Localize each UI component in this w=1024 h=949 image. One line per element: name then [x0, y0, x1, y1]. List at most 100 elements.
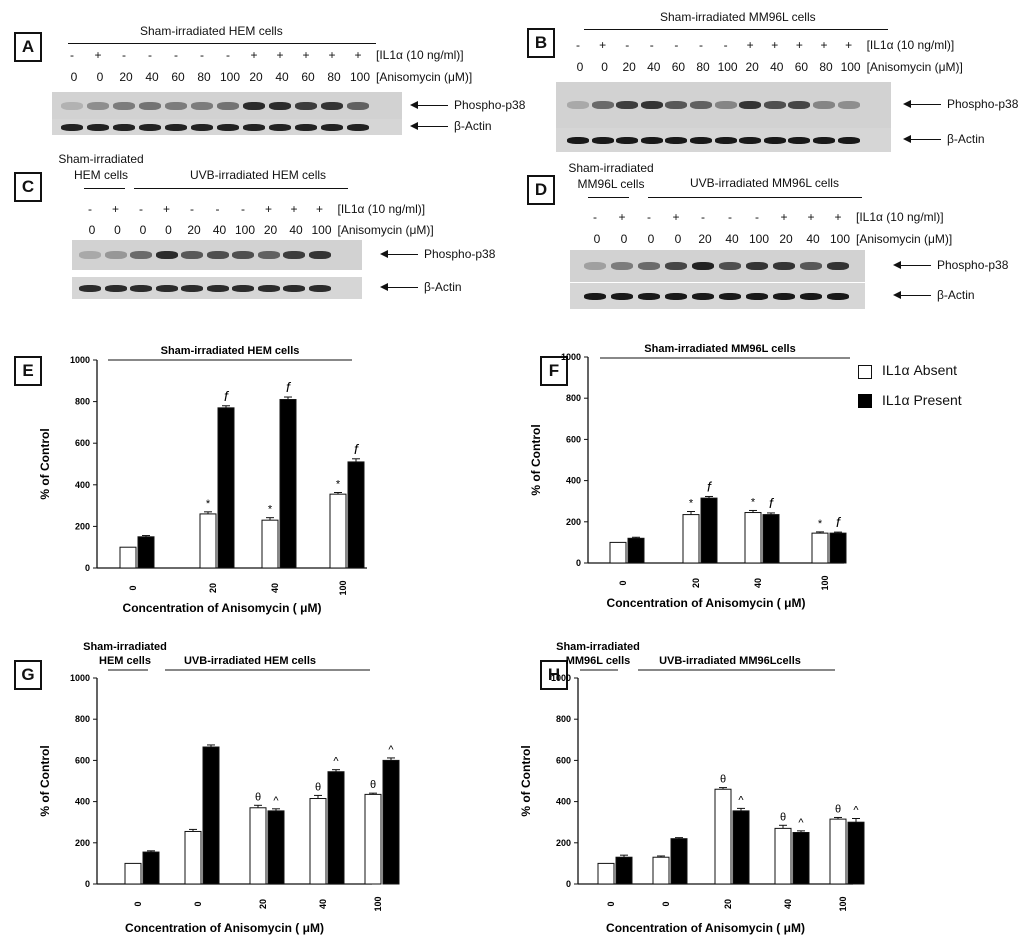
- bar-chart-g: UVB-irradiated HEM cells Sham-irradiated H…: [38, 641, 400, 935]
- anisomycin-lane-value: 100: [748, 232, 770, 246]
- anisomycin-lane-value: 20: [745, 60, 759, 74]
- significance-mark: θ: [720, 774, 726, 786]
- anisomycin-lane-value: 40: [647, 60, 661, 74]
- significance-mark: *: [268, 504, 273, 516]
- x-tick-label: 20: [691, 578, 701, 588]
- x-tick-label: 100: [838, 896, 848, 911]
- legend-label-absent: IL1α Absent: [882, 362, 958, 378]
- il1-lane-symbol: +: [771, 38, 779, 52]
- sham-underline: [588, 197, 629, 198]
- il1-lane-symbol: -: [755, 210, 759, 224]
- actin-band: [295, 124, 317, 131]
- phospho-p38-label-text: Phospho-p38: [424, 247, 496, 261]
- actin-band: [665, 293, 687, 300]
- actin-band: [308, 285, 331, 292]
- il1-lane-symbol: +: [302, 48, 310, 62]
- phospho-band: [591, 101, 614, 109]
- phospho-p38-label-text: Phospho-p38: [947, 97, 1019, 111]
- il1-lane-symbol: +: [618, 210, 626, 224]
- bar-il1-present: [615, 856, 633, 885]
- significance-mark: ^: [798, 817, 804, 829]
- actin-band: [269, 124, 291, 131]
- actin-band: [714, 137, 737, 144]
- chart-title: UVB-irradiated HEM cells: [184, 655, 316, 667]
- x-tick-label: 0: [606, 901, 616, 906]
- phospho-band: [773, 262, 795, 270]
- actin-band: [788, 137, 811, 144]
- anisomycin-lane-value: 0: [593, 232, 601, 246]
- y-tick-label: 1000: [70, 355, 90, 365]
- significance-mark: θ: [835, 803, 841, 815]
- bar-il1-absent: [652, 856, 670, 885]
- actin-band: [181, 285, 203, 292]
- actin-label-text: β-Actin: [947, 132, 985, 146]
- phospho-band: [79, 251, 101, 259]
- y-tick-label: 1000: [561, 352, 581, 362]
- significance-mark: θ: [370, 779, 376, 791]
- il1-lane-symbol: +: [315, 202, 323, 216]
- significance-mark: *: [689, 498, 694, 510]
- il1-row-label: [IL1α (10 ng/ml)]: [866, 38, 955, 52]
- phospho-band: [640, 101, 663, 109]
- anisomycin-lane-value: 0: [88, 223, 96, 237]
- phospho-band: [567, 101, 589, 109]
- group-underline: [134, 188, 348, 189]
- phospho-band: [232, 251, 254, 259]
- x-tick-label: 0: [128, 585, 138, 590]
- left-arrow-icon: [903, 134, 941, 143]
- bar-il1-present: [670, 838, 688, 885]
- anisomycin-lane-value: 80: [819, 60, 833, 74]
- il1-lane-symbol: -: [226, 48, 230, 62]
- phospho-band: [217, 102, 239, 110]
- legend-swatch-absent: [858, 365, 872, 379]
- bar-il1-absent: [609, 541, 627, 564]
- panel-letter-f: F: [540, 356, 568, 386]
- y-tick-label: 800: [75, 714, 90, 724]
- il1-lane-symbol: +: [250, 48, 258, 62]
- actin-band: [690, 137, 712, 144]
- actin-band: [827, 293, 849, 300]
- actin-band: [79, 285, 101, 292]
- il1-lane-symbol: +: [94, 48, 102, 62]
- phospho-band: [87, 102, 109, 110]
- actin-band: [638, 293, 660, 300]
- phospho-band: [665, 262, 687, 270]
- phospho-band: [584, 262, 606, 270]
- actin-band: [243, 124, 265, 131]
- x-tick-label: 20: [723, 899, 733, 909]
- actin-label: β-Actin: [903, 132, 985, 146]
- bar-il1-present: [217, 407, 235, 569]
- anisomycin-lane-value: 20: [263, 223, 278, 237]
- x-axis-label: Concentration of Anisomycin ( μM): [607, 596, 806, 610]
- phospho-band: [295, 102, 317, 110]
- il1-lane-symbol: -: [122, 48, 126, 62]
- actin-band: [773, 293, 795, 300]
- chart-title: Sham-irradiated HEM cells: [161, 345, 300, 357]
- anisomycin-lane-value: 40: [289, 223, 303, 237]
- phospho-band: [813, 101, 835, 109]
- phospho-p38-label-text: Phospho-p38: [454, 98, 526, 112]
- y-tick-label: 400: [556, 797, 571, 807]
- phospho-band: [308, 251, 331, 259]
- blot-subtitle: Sham-irradiated: [568, 161, 654, 175]
- bar-il1-absent: [682, 514, 700, 564]
- y-tick-label: 800: [75, 397, 90, 407]
- anisomycin-lane-value: 40: [145, 70, 159, 84]
- bar-il1-absent: [119, 546, 137, 569]
- bar-il1-present: [382, 759, 400, 885]
- x-tick-label: 40: [270, 583, 280, 593]
- il1-lane-symbol: +: [276, 48, 284, 62]
- bar-il1-present: [202, 746, 220, 885]
- significance-mark: *: [206, 498, 211, 510]
- bar-il1-absent: [249, 807, 267, 885]
- phospho-band: [130, 251, 152, 259]
- x-tick-label: 40: [753, 578, 763, 588]
- anisomycin-row-label: [Anisomycin (μM)]: [376, 70, 473, 84]
- y-tick-label: 400: [566, 476, 581, 486]
- phospho-band: [155, 251, 178, 259]
- blot-title: UVB-irradiated HEM cells: [190, 168, 327, 182]
- bar-il1-present: [732, 810, 750, 885]
- anisomycin-lane-value: 0: [647, 232, 655, 246]
- x-tick-label: 0: [661, 901, 671, 906]
- panel-letter-e: E: [14, 356, 42, 386]
